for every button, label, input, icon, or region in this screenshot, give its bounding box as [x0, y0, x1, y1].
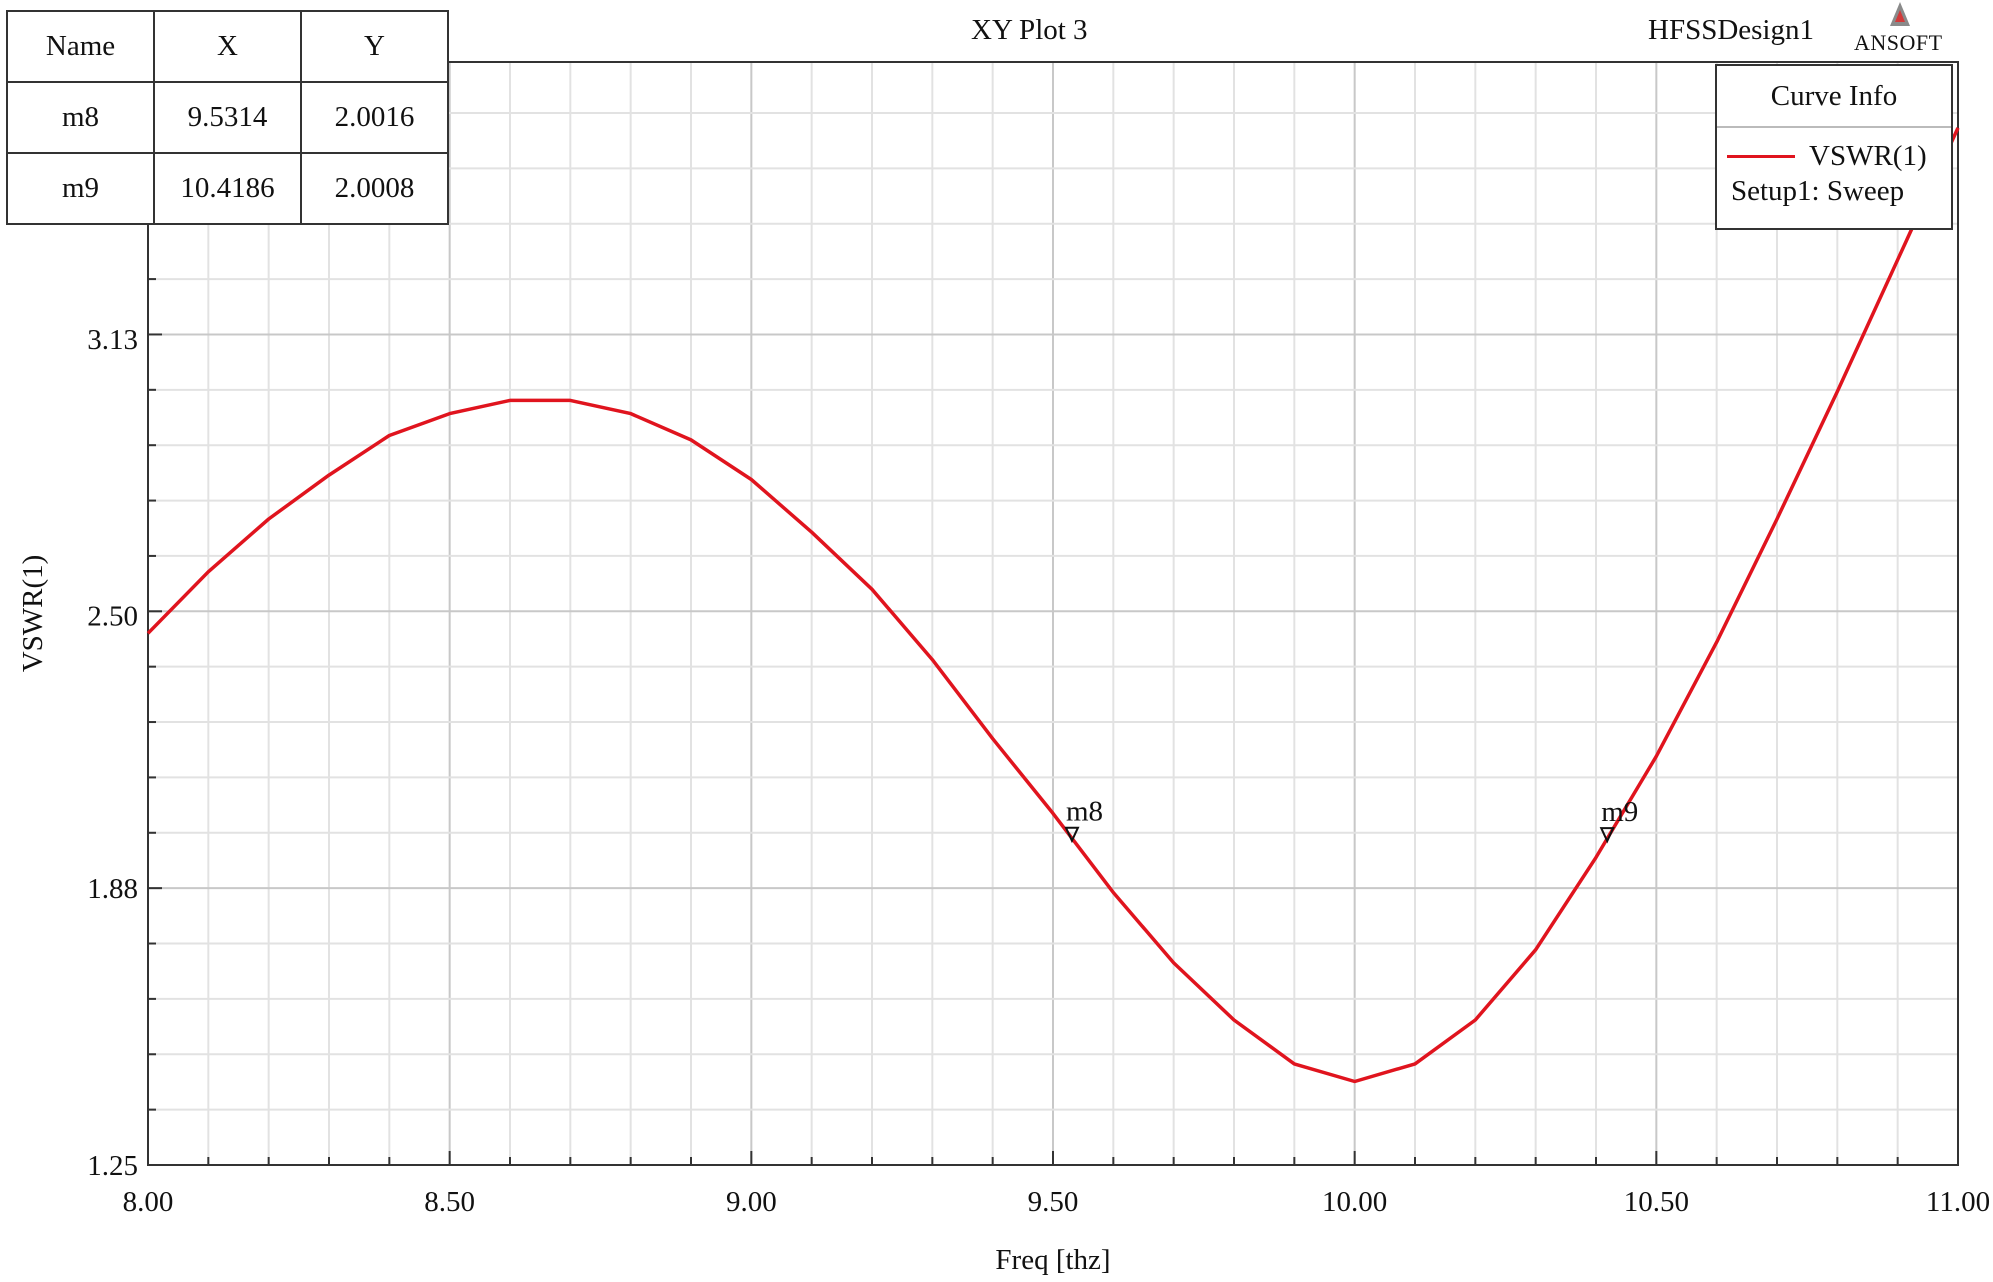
- design-name: HFSSDesign1: [1648, 14, 1814, 46]
- legend-swatch: [1727, 155, 1795, 158]
- header-x: X: [153, 10, 302, 83]
- ansoft-logo: ANSOFT: [1852, 0, 1952, 56]
- plot-title: XY Plot 3: [971, 14, 1088, 46]
- y-tick-label: 1.25: [87, 1150, 138, 1182]
- legend: Curve Info VSWR(1) Setup1: Sweep: [1715, 64, 1953, 230]
- x-tick-label: 10.50: [1624, 1186, 1689, 1218]
- marker-name-cell: m9: [6, 152, 155, 225]
- marker-table: Name X Y m8 9.5314 2.0016 m9 10.4186 2.0…: [6, 10, 449, 225]
- marker-x-cell: 9.5314: [153, 81, 302, 154]
- marker-table-header: Name X Y: [6, 10, 449, 83]
- marker-y-cell: 2.0008: [300, 152, 449, 225]
- marker-y-cell: 2.0016: [300, 81, 449, 154]
- y-axis-title: VSWR(1): [17, 555, 49, 673]
- marker-name-cell: m8: [6, 81, 155, 154]
- marker-m9-label: m9: [1601, 796, 1638, 828]
- y-tick-labels: 1.25 1.88 2.50 3.13: [87, 324, 138, 1182]
- series-line-vswr: [146, 127, 1960, 1084]
- legend-title: Curve Info: [1717, 66, 1951, 128]
- x-tick-label: 8.00: [123, 1186, 174, 1218]
- x-tick-label: 11.00: [1926, 1186, 1990, 1218]
- x-axis-title: Freq [thz]: [995, 1244, 1110, 1276]
- table-row: m8 9.5314 2.0016: [6, 81, 449, 154]
- marker-m9-symbol: [1599, 827, 1615, 844]
- y-tick-label: 3.13: [87, 324, 138, 356]
- x-tick-label: 8.50: [424, 1186, 475, 1218]
- y-tick-label: 1.88: [87, 873, 138, 905]
- header-y: Y: [300, 10, 449, 83]
- legend-entry: VSWR(1): [1727, 140, 1951, 173]
- markers: m8 m9: [1064, 796, 1638, 844]
- legend-series-sub: Setup1: Sweep: [1731, 175, 1905, 207]
- x-tick-labels: 8.00 8.50 9.00 9.50 10.00 10.50 11.00: [123, 1186, 1990, 1218]
- marker-x-cell: 10.4186: [153, 152, 302, 225]
- marker-m8-symbol: [1064, 826, 1080, 844]
- x-tick-label: 9.00: [726, 1186, 777, 1218]
- legend-series-label: VSWR(1): [1809, 140, 1927, 172]
- table-row: m9 10.4186 2.0008: [6, 152, 449, 225]
- ansoft-logo-icon: [1890, 2, 1910, 26]
- x-tick-label: 10.00: [1322, 1186, 1387, 1218]
- header-name: Name: [6, 10, 155, 83]
- marker-m8-label: m8: [1066, 796, 1103, 828]
- y-tick-label: 2.50: [87, 601, 138, 633]
- logo-text: ANSOFT: [1854, 30, 1943, 55]
- grid: [147, 62, 1959, 1166]
- x-tick-label: 9.50: [1028, 1186, 1079, 1218]
